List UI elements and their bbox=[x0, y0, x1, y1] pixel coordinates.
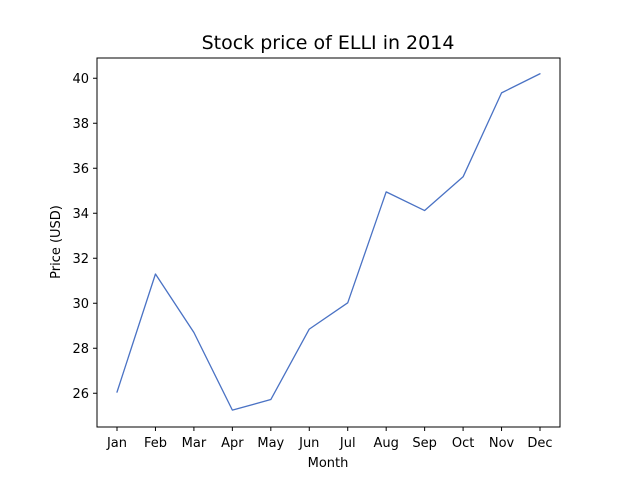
x-axis-label: Month bbox=[308, 456, 349, 471]
x-tick-label: Jan bbox=[106, 436, 127, 451]
y-tick-label: 34 bbox=[72, 207, 89, 222]
y-tick-label: 36 bbox=[72, 162, 89, 177]
y-tick-label: 30 bbox=[72, 297, 89, 312]
x-tick-label: Nov bbox=[489, 436, 515, 451]
x-tick-label: Oct bbox=[452, 436, 474, 451]
x-tick-label: Sep bbox=[412, 436, 437, 451]
y-tick-label: 38 bbox=[72, 117, 89, 132]
series-layer bbox=[116, 73, 541, 411]
x-tick-label: May bbox=[257, 436, 284, 451]
y-tick-label: 28 bbox=[72, 342, 89, 357]
x-tick-label: Jul bbox=[339, 436, 356, 451]
x-tick-label: Jun bbox=[298, 436, 319, 451]
y-tick-label: 40 bbox=[72, 72, 89, 87]
series-line bbox=[116, 73, 541, 411]
x-tick-label: Feb bbox=[144, 436, 167, 451]
x-tick-label: Apr bbox=[221, 436, 244, 451]
plot-area-frame bbox=[96, 57, 561, 428]
y-tick-label: 32 bbox=[72, 252, 89, 267]
x-tick-label: Aug bbox=[373, 436, 398, 451]
x-tick-label: Mar bbox=[182, 436, 207, 451]
y-tick-label: 26 bbox=[72, 387, 89, 402]
x-axis: Jan Feb Mar Apr May Jun Jul Aug Sep Oct Nov Dec bbox=[106, 427, 553, 451]
chart-title: Stock price of ELLI in 2014 bbox=[202, 32, 455, 54]
y-axis-label: Price (USD) bbox=[49, 205, 64, 279]
y-axis: 26 28 30 32 34 36 38 40 bbox=[72, 72, 97, 402]
x-tick-label: Dec bbox=[527, 436, 552, 451]
